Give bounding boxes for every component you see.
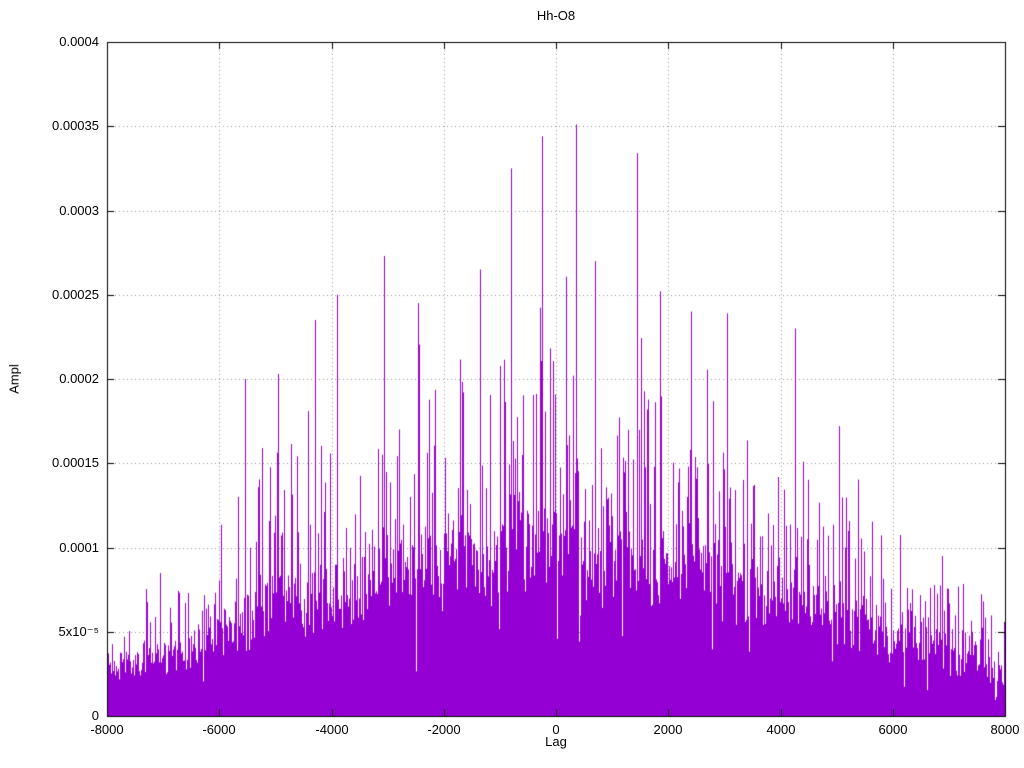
y-tick-label: 0.00035 (52, 118, 99, 133)
y-tick-label: 0 (91, 708, 99, 723)
y-tick-label: 0.00015 (52, 455, 99, 470)
x-tick-label: 0 (552, 722, 560, 737)
x-tick-label: 4000 (766, 722, 796, 737)
x-tick-label: -8000 (90, 722, 124, 737)
x-tick-label: 8000 (990, 722, 1020, 737)
y-tick-label: 0.0002 (59, 371, 99, 386)
x-tick-label: -4000 (315, 722, 349, 737)
y-tick-label: 0.0004 (59, 34, 99, 49)
y-tick-label: 0.00025 (52, 287, 99, 302)
x-tick-label: 2000 (653, 722, 683, 737)
y-tick-label: 0.0001 (59, 540, 99, 555)
x-tick-label: -6000 (202, 722, 236, 737)
x-tick-label: -2000 (427, 722, 461, 737)
x-axis-label: Lag (545, 734, 567, 749)
y-tick-label: 0.0003 (59, 203, 99, 218)
x-tick-label: 6000 (878, 722, 908, 737)
y-tick-label: 5x10⁻⁵ (58, 624, 99, 639)
chart-title: Hh-O8 (536, 8, 576, 23)
